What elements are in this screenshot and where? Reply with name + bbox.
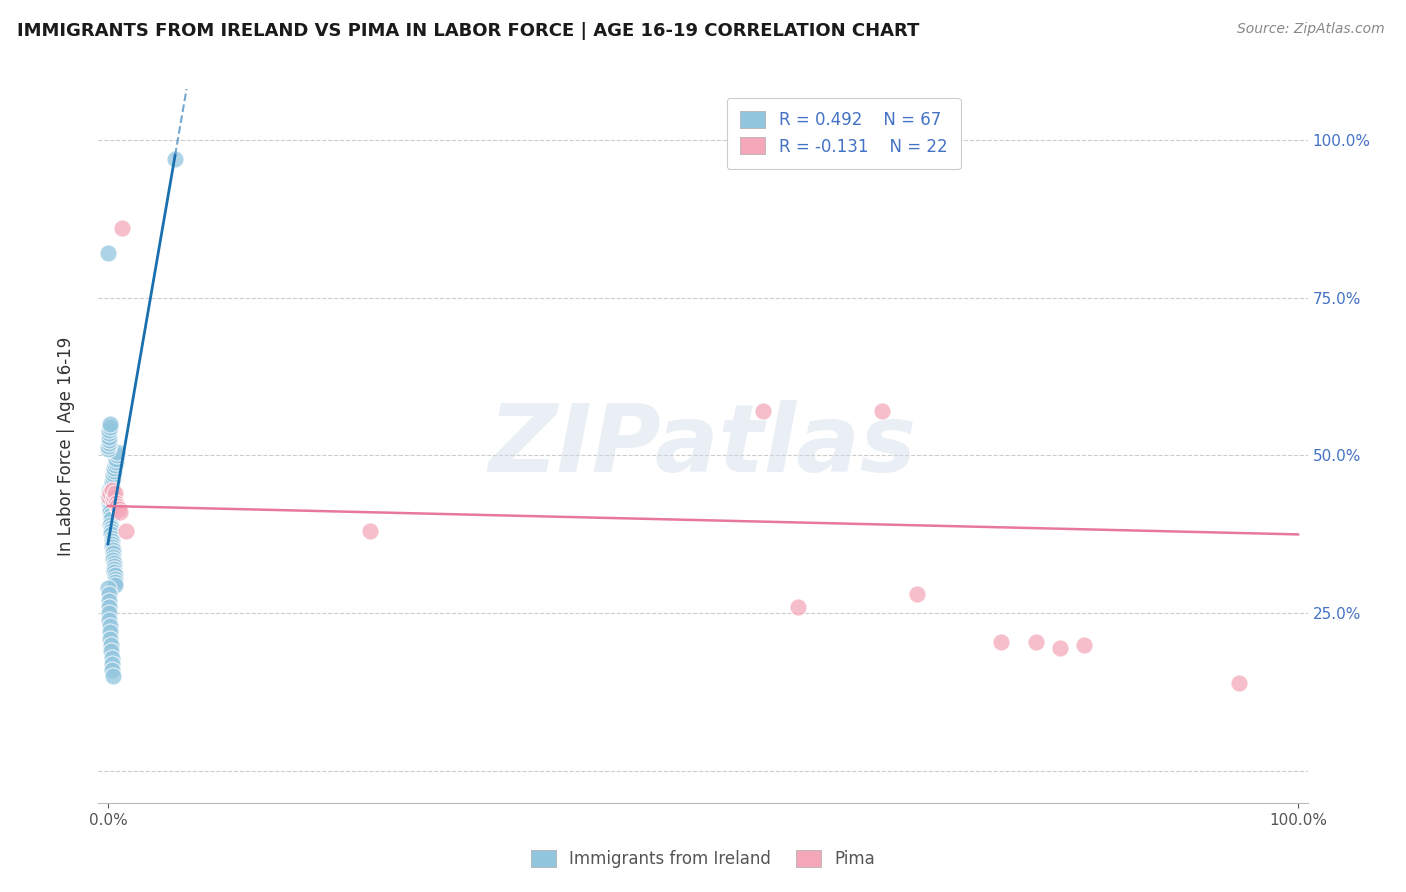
- Point: [104, 486, 127, 500]
- Point: [105, 496, 128, 510]
- Point: [1025, 634, 1047, 648]
- Point: [100, 531, 122, 545]
- Text: IMMIGRANTS FROM IRELAND VS PIMA IN LABOR FORCE | AGE 16-19 CORRELATION CHART: IMMIGRANTS FROM IRELAND VS PIMA IN LABOR…: [17, 22, 920, 40]
- Point: [98, 423, 121, 437]
- Point: [100, 524, 122, 539]
- Point: [103, 562, 125, 576]
- Point: [97, 442, 120, 457]
- Point: [104, 574, 127, 589]
- Point: [98, 490, 121, 504]
- Point: [100, 638, 122, 652]
- Point: [1227, 675, 1250, 690]
- Point: [100, 527, 122, 541]
- Text: ZIPatlas: ZIPatlas: [489, 400, 917, 492]
- Point: [97, 435, 120, 450]
- Point: [98, 502, 121, 516]
- Point: [787, 600, 810, 615]
- Point: [107, 502, 129, 516]
- Point: [103, 552, 125, 566]
- Point: [103, 464, 125, 478]
- Point: [97, 490, 120, 504]
- Point: [98, 429, 121, 443]
- Point: [100, 632, 122, 646]
- Point: [990, 634, 1012, 648]
- Point: [101, 474, 124, 488]
- Point: [101, 470, 124, 484]
- Point: [101, 546, 124, 560]
- Point: [98, 600, 121, 615]
- Point: [103, 559, 125, 574]
- Point: [100, 511, 122, 525]
- Point: [107, 499, 129, 513]
- Point: [98, 625, 121, 640]
- Point: [101, 533, 124, 548]
- Point: [101, 543, 124, 558]
- Point: [108, 505, 131, 519]
- Point: [104, 458, 127, 472]
- Point: [101, 537, 124, 551]
- Point: [1049, 641, 1071, 656]
- Point: [97, 433, 120, 447]
- Point: [101, 549, 124, 564]
- Point: [103, 461, 125, 475]
- Point: [98, 505, 121, 519]
- Point: [101, 657, 124, 671]
- Point: [870, 404, 893, 418]
- Y-axis label: In Labor Force | Age 16-19: In Labor Force | Age 16-19: [56, 336, 75, 556]
- Point: [100, 521, 122, 535]
- Point: [105, 451, 128, 466]
- Point: [100, 650, 122, 665]
- Point: [97, 483, 120, 498]
- Point: [97, 593, 120, 607]
- Point: [98, 426, 121, 441]
- Point: [98, 496, 121, 510]
- Point: [104, 568, 127, 582]
- Point: [104, 572, 127, 586]
- Point: [100, 483, 122, 498]
- Point: [98, 486, 121, 500]
- Point: [103, 490, 125, 504]
- Point: [98, 486, 121, 500]
- Point: [105, 449, 128, 463]
- Point: [101, 663, 124, 677]
- Legend: Immigrants from Ireland, Pima: Immigrants from Ireland, Pima: [524, 843, 882, 875]
- Point: [359, 524, 381, 539]
- Point: [98, 417, 121, 431]
- Point: [98, 607, 121, 621]
- Point: [98, 420, 121, 434]
- Point: [97, 246, 120, 260]
- Point: [97, 492, 120, 507]
- Point: [98, 499, 121, 513]
- Point: [103, 467, 125, 482]
- Point: [97, 587, 120, 601]
- Point: [100, 508, 122, 523]
- Point: [101, 669, 124, 683]
- Point: [111, 221, 134, 235]
- Point: [97, 439, 120, 453]
- Point: [98, 619, 121, 633]
- Point: [101, 540, 124, 554]
- Point: [114, 524, 136, 539]
- Point: [98, 613, 121, 627]
- Point: [100, 644, 122, 658]
- Point: [104, 455, 127, 469]
- Point: [751, 404, 773, 418]
- Point: [100, 476, 122, 491]
- Legend: R = 0.492    N = 67, R = -0.131    N = 22: R = 0.492 N = 67, R = -0.131 N = 22: [727, 97, 960, 169]
- Text: Source: ZipAtlas.com: Source: ZipAtlas.com: [1237, 22, 1385, 37]
- Point: [165, 152, 187, 166]
- Point: [905, 587, 928, 601]
- Point: [1073, 638, 1095, 652]
- Point: [103, 566, 125, 580]
- Point: [107, 445, 129, 459]
- Point: [103, 556, 125, 570]
- Point: [97, 581, 120, 595]
- Point: [101, 492, 124, 507]
- Point: [100, 517, 122, 532]
- Point: [104, 578, 127, 592]
